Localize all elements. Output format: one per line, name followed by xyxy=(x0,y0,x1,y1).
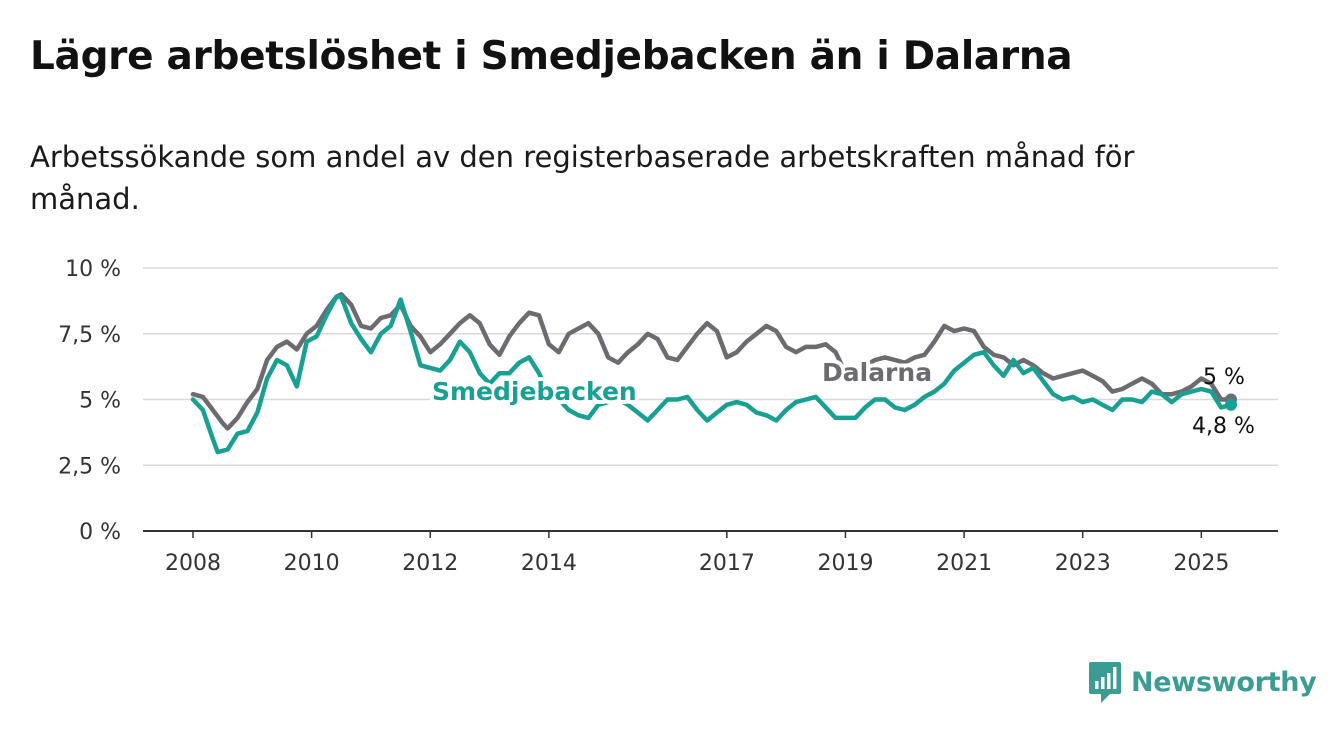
logo-text: Newsworthy xyxy=(1131,666,1317,698)
series-lines xyxy=(190,292,1237,455)
series-line-dalarna xyxy=(190,292,1234,431)
end-value-label: 5 % xyxy=(1203,365,1245,390)
end-point-smedjebacken xyxy=(1225,398,1237,411)
x-tick-label: 2014 xyxy=(521,551,577,576)
x-tick-label: 2017 xyxy=(699,551,755,576)
newsworthy-logo: Newsworthy xyxy=(1088,660,1317,704)
series-label-smedjebacken: Smedjebacken xyxy=(432,377,637,406)
y-axis: 0 % 2,5 % 5 % 7,5 % 10 % xyxy=(58,257,121,545)
y-tick-label: 7,5 % xyxy=(58,323,121,348)
x-axis: 2008 2010 2012 2014 2017 2019 2021 2023 2025 xyxy=(143,530,1278,576)
y-tick-label: 5 % xyxy=(79,389,121,414)
y-tick-label: 0 % xyxy=(79,520,121,545)
x-tick-label: 2023 xyxy=(1055,551,1111,576)
series-labels: Dalarna Smedjebacken 5 % 4,8 % xyxy=(428,354,1255,439)
x-tick-label: 2025 xyxy=(1173,551,1229,576)
y-tick-label: 10 % xyxy=(65,257,121,282)
x-tick-label: 2012 xyxy=(402,551,458,576)
end-value-label: 4,8 % xyxy=(1192,414,1255,439)
chart-title: Lägre arbetslöshet i Smedjebacken än i D… xyxy=(30,34,1073,79)
series-label-dalarna: Dalarna xyxy=(822,358,932,387)
x-tick-label: 2019 xyxy=(817,551,873,576)
gridlines xyxy=(143,267,1278,466)
bar-chart-logo-icon xyxy=(1089,662,1121,703)
y-tick-label: 2,5 % xyxy=(58,454,121,479)
chart-subtitle: Arbetssökande som andel av den registerb… xyxy=(30,140,1135,216)
x-tick-label: 2008 xyxy=(165,551,221,576)
series-line-smedjebacken xyxy=(190,294,1234,455)
x-tick-label: 2021 xyxy=(936,551,992,576)
line-chart: 0 % 2,5 % 5 % 7,5 % 10 % 2008 2010 2012 2014 201… xyxy=(58,257,1278,576)
x-tick-label: 2010 xyxy=(284,551,340,576)
